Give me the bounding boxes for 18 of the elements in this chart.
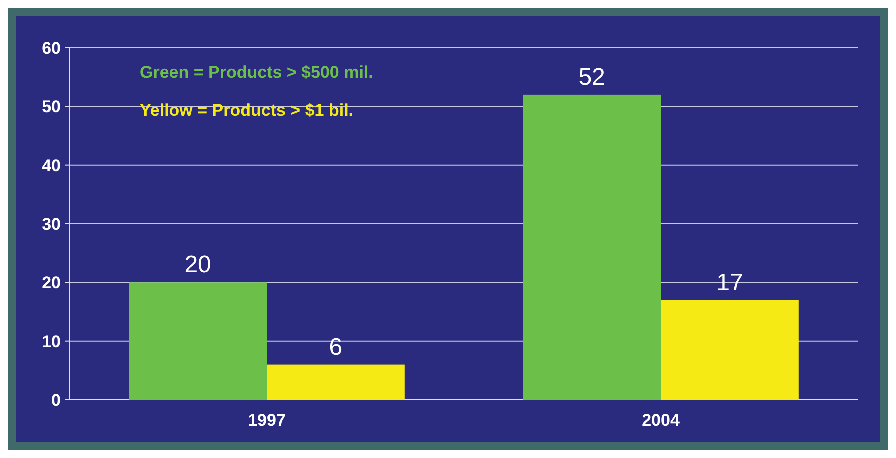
y-tick-label: 60 — [42, 38, 61, 58]
y-tick-label: 20 — [42, 274, 61, 293]
bar — [129, 282, 267, 400]
y-tick-label: 40 — [42, 156, 61, 176]
bar — [523, 94, 661, 400]
x-tick-label: 1997 — [248, 411, 286, 430]
data-label: 20 — [184, 252, 212, 279]
text: Green = Products > $500 mil. — [140, 63, 374, 82]
y-tick-label: 10 — [42, 332, 61, 352]
text: Yellow = Products > $1 bil. — [140, 101, 354, 120]
x-tick-label: 2004 — [642, 411, 680, 430]
bar — [267, 364, 405, 400]
data-label: 52 — [578, 64, 606, 91]
y-tick-label: 0 — [52, 390, 61, 410]
y-tick-label: 30 — [42, 214, 61, 234]
bar — [661, 300, 799, 400]
data-label: 6 — [329, 334, 343, 361]
y-tick-label: 50 — [42, 98, 61, 117]
